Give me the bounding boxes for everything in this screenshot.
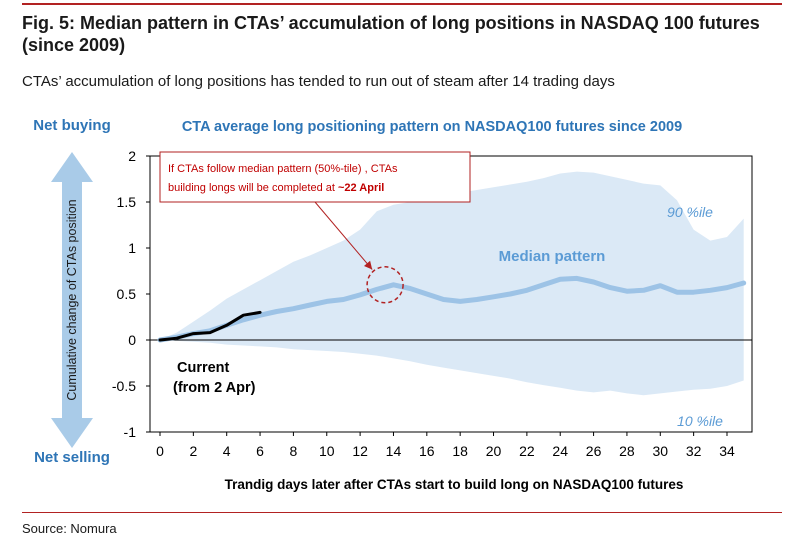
y-tick-label: -1 [124, 424, 137, 440]
y-arrow-down-head [51, 408, 93, 448]
y-axis-label: Cumulative change of CTAs position [65, 199, 79, 400]
y-tick-label: 2 [128, 148, 136, 164]
chart-title: CTA average long positioning pattern on … [182, 119, 682, 135]
callout-date: ~22 April [338, 182, 384, 194]
median-pattern-line [157, 275, 747, 343]
callout-line2-text: building longs will be completed at [168, 182, 338, 194]
current-line [158, 310, 262, 342]
current-label-line2: (from 2 Apr) [173, 380, 256, 396]
x-tick-label: 24 [552, 443, 568, 459]
x-tick-label: 20 [486, 443, 502, 459]
x-tick-label: 16 [419, 443, 435, 459]
callout-arrowhead [364, 260, 373, 270]
callout-arrow [314, 201, 373, 270]
bottom-rule [22, 512, 782, 513]
figure-subtitle: CTAs’ accumulation of long positions has… [22, 73, 615, 90]
figure-title: Fig. 5: Median pattern in CTAs’ accumula… [22, 13, 760, 55]
x-tick-label: 4 [223, 443, 231, 459]
callout-line1: If CTAs follow median pattern (50%-tile)… [168, 163, 398, 175]
x-tick-label: 12 [352, 443, 368, 459]
y-arrow-shaft [62, 190, 82, 418]
plot-area: 21.510.50-0.5-10 2 4 6 8 10 12 14 16 18 20 22 24 26 28… [112, 148, 753, 459]
x-tick-label: 26 [586, 443, 602, 459]
chart: CTA average long positioning pattern on … [33, 117, 753, 492]
x-tick-label: 8 [290, 443, 298, 459]
source-note: Source: Nomura [22, 521, 117, 536]
y-axis-arrow [51, 152, 93, 448]
x-tick-label: 0 [156, 443, 164, 459]
percentile-band [160, 171, 744, 396]
x-tick-label: 10 [319, 443, 335, 459]
x-tick-label: 22 [519, 443, 535, 459]
callout-circle [366, 266, 404, 304]
x-tick-label: 30 [652, 443, 668, 459]
x-tick-label: 18 [452, 443, 468, 459]
y-tick-label: 0 [128, 332, 136, 348]
y-tick-label: -0.5 [112, 378, 136, 394]
p10-label: 10 %ile [677, 413, 723, 429]
x-axis-label: Trandig days later after CTAs start to b… [225, 477, 684, 492]
callout: If CTAs follow median pattern (50%-tile)… [159, 151, 471, 304]
x-tick-label: 34 [719, 443, 735, 459]
callout-box [159, 151, 471, 203]
current-label-line1: Current [177, 360, 230, 376]
x-tick-label: 28 [619, 443, 635, 459]
x-tick-label: 6 [256, 443, 264, 459]
net-buying-label: Net buying [33, 117, 111, 134]
y-tick-label: 1.5 [117, 194, 137, 210]
x-tick-label: 2 [189, 443, 197, 459]
y-arrow-up-head [51, 152, 93, 192]
x-tick-label: 14 [386, 443, 402, 459]
x-tick-label: 32 [686, 443, 702, 459]
median-pattern-label: Median pattern [499, 248, 606, 265]
callout-line2: building longs will be completed at ~22 … [168, 182, 384, 194]
y-tick-label: 1 [128, 240, 136, 256]
net-selling-label: Net selling [34, 449, 110, 466]
y-tick-label: 0.5 [117, 286, 137, 302]
p90-label: 90 %ile [667, 204, 713, 220]
top-rule [22, 3, 782, 5]
